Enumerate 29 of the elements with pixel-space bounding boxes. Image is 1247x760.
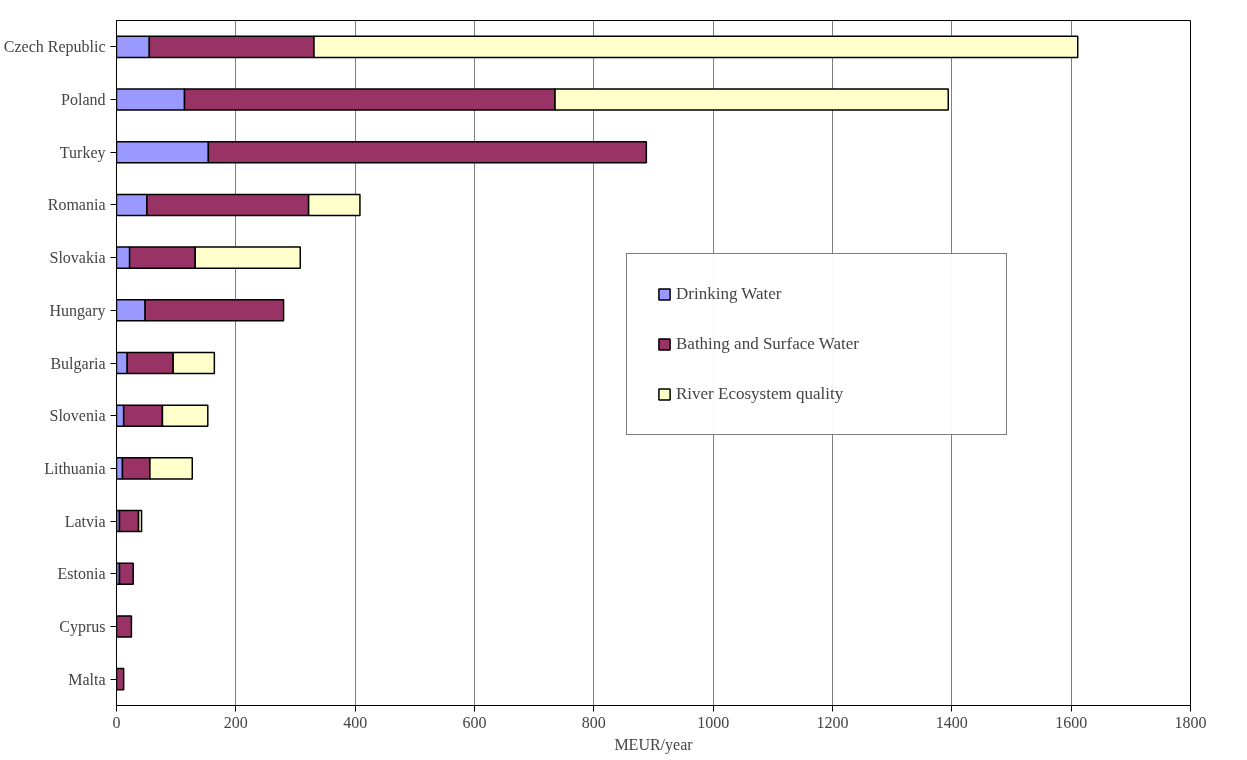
y-tick-label: Turkey <box>59 143 106 162</box>
x-axis-title: MEUR/year <box>614 735 694 754</box>
y-tick-label: Czech Republic <box>3 38 106 57</box>
y-tick-label: Latvia <box>64 512 106 530</box>
x-tick-label: 1200 <box>816 713 849 731</box>
bar <box>118 509 140 533</box>
y-tick-label: Malta <box>68 670 106 688</box>
x-tick-label: 200 <box>223 713 248 731</box>
legend-label: Drinking Water <box>676 284 783 304</box>
y-tick-label: Bulgaria <box>50 354 106 373</box>
y-tick-label: Estonia <box>57 565 106 583</box>
x-tick-label: 400 <box>343 713 368 731</box>
x-tick-label: 1600 <box>1055 713 1088 731</box>
y-tick-label: Romania <box>47 196 106 214</box>
y-tick-label: Slovenia <box>49 407 106 425</box>
legend-label: Bathing and Surface Water <box>676 334 860 354</box>
bar <box>118 562 134 586</box>
y-tick-label: Slovakia <box>49 249 106 267</box>
legend-label: River Ecosystem quality <box>676 384 845 404</box>
y-tick-label: Poland <box>61 91 106 109</box>
y-tick-label: Cyprus <box>59 617 106 636</box>
x-tick-label: 0 <box>112 713 121 731</box>
x-tick-label: 1800 <box>1174 713 1207 731</box>
y-tick-label: Hungary <box>49 301 106 320</box>
x-tick-label: 1000 <box>697 713 730 731</box>
x-tick-label: 800 <box>581 713 606 731</box>
x-tick-label: 1400 <box>935 713 968 731</box>
x-tick-label: 600 <box>462 713 487 731</box>
y-tick-label: Lithuania <box>44 459 106 477</box>
